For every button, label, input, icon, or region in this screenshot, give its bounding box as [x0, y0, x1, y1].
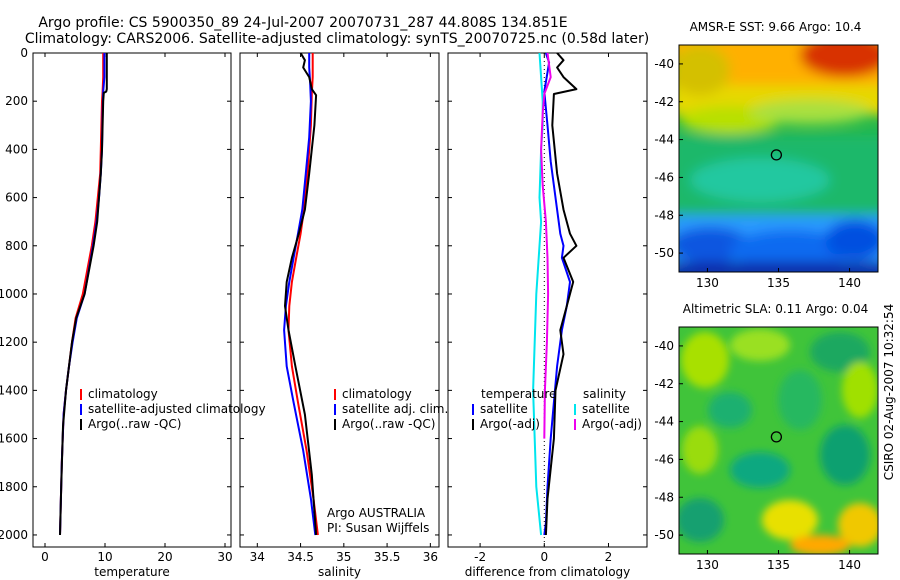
temperature-xtick-label: 20 — [157, 550, 172, 564]
sla_map-ytick-label: -46 — [654, 452, 674, 466]
salinity-annotation-line: Argo AUSTRALIA — [327, 506, 426, 520]
sst_map-ytick-label: -42 — [654, 95, 674, 109]
sst_map-title: AMSR-E SST: 9.66 Argo: 10.4 — [690, 20, 862, 34]
difference-xtick-label: 0 — [540, 550, 548, 564]
difference-legend-entry: satellite — [582, 402, 630, 416]
salinity-legend-entry: climatology — [342, 387, 412, 401]
temperature-series-argo-raw-qc- — [59, 53, 108, 536]
sst_map-argo-marker — [770, 149, 783, 161]
figure-title-line2: Climatology: CARS2006. Satellite-adjuste… — [25, 31, 649, 47]
sst_map-ytick-label: -46 — [654, 170, 674, 184]
temperature-xtick-label: 0 — [41, 550, 49, 564]
temperature-xlabel: temperature — [94, 565, 169, 579]
salinity-xlabel: salinity — [318, 565, 361, 579]
temperature-ytick-label: 2000 — [0, 528, 28, 542]
sst_map-ytick-label: -50 — [654, 246, 674, 260]
sla_map-xtick-label: 130 — [696, 558, 719, 572]
sla_map-ytick-label: -48 — [654, 490, 674, 504]
temperature-series-climatology — [59, 53, 105, 536]
salinity-axes-frame — [239, 52, 440, 548]
sla_map-xtick-label: 135 — [767, 558, 790, 572]
difference-series-salinity-argo-adj- — [540, 52, 552, 439]
sla_map-ytick-label: -44 — [654, 415, 674, 429]
difference-series-temperature-argo-adj- — [544, 52, 578, 536]
difference-legend-entry: satellite — [480, 402, 528, 416]
difference-xtick-label: 2 — [605, 550, 613, 564]
temperature-ytick-label: 0 — [20, 46, 28, 60]
sla_map-argo-marker — [770, 431, 783, 443]
salinity-series-satellite-adj-clim- — [283, 53, 317, 536]
sst_map-ytick-label: -40 — [654, 57, 674, 71]
difference-xtick-label: -2 — [474, 550, 486, 564]
sst_map-ytick-label: -48 — [654, 208, 674, 222]
temperature-ytick-label: 400 — [5, 142, 28, 156]
sst_map-xtick-label: 140 — [838, 276, 861, 290]
sla_map-xtick-label: 140 — [838, 558, 861, 572]
temperature-ytick-label: 600 — [5, 191, 28, 205]
sla_map-title: Altimetric SLA: 0.11 Argo: 0.04 — [683, 302, 868, 316]
sla-map-field — [679, 327, 878, 554]
temperature-ytick-label: 1200 — [0, 335, 28, 349]
temperature-ytick-label: 1400 — [0, 383, 28, 397]
difference-legend-entry: Argo(-adj) — [582, 417, 642, 431]
temperature-ytick-label: 1000 — [0, 287, 28, 301]
temperature-xtick-label: 30 — [217, 550, 232, 564]
temperature-axes-frame — [32, 52, 232, 548]
sst_map-ytick-label: -44 — [654, 133, 674, 147]
salinity-xtick-label: 35 — [336, 550, 351, 564]
sla_map-ytick-label: -40 — [654, 339, 674, 353]
temperature-legend-entry: Argo(..raw -QC) — [88, 417, 181, 431]
temperature-xtick-label: 10 — [97, 550, 112, 564]
sst_map-xtick-label: 130 — [696, 276, 719, 290]
difference-legend-entry: Argo(-adj) — [480, 417, 540, 431]
sst-map-field — [679, 45, 878, 272]
difference-legend-heading: temperature — [481, 387, 556, 401]
salinity-xtick-label: 35.5 — [374, 550, 401, 564]
difference-legend-heading: salinity — [583, 387, 626, 401]
temperature-legend-entry: satellite-adjusted climatology — [88, 402, 266, 416]
salinity-xtick-label: 34.5 — [287, 550, 314, 564]
difference-xlabel: difference from climatology — [465, 565, 631, 579]
salinity-annotation-line: PI: Susan Wijffels — [327, 521, 429, 535]
temperature-ytick-label: 200 — [5, 94, 28, 108]
temperature-ytick-label: 1800 — [0, 480, 28, 494]
temperature-ytick-label: 800 — [5, 239, 28, 253]
salinity-legend-entry: Argo(..raw -QC) — [342, 417, 435, 431]
timestamp-label: CSIRO 02-Aug-2007 10:32:54 — [882, 304, 896, 480]
salinity-series-argo-raw-qc- — [284, 52, 318, 536]
salinity-xtick-label: 36 — [423, 550, 438, 564]
sst_map-xtick-label: 135 — [767, 276, 790, 290]
temperature-legend-entry: climatology — [88, 387, 158, 401]
figure-title-line1: Argo profile: CS 5900350_89 24-Jul-2007 … — [38, 15, 567, 31]
sla_map-ytick-label: -50 — [654, 528, 674, 542]
salinity-legend-entry: satellite adj. clim. — [342, 402, 448, 416]
salinity-xtick-label: 34 — [250, 550, 265, 564]
temperature-ytick-label: 1600 — [0, 432, 28, 446]
sla_map-ytick-label: -42 — [654, 377, 674, 391]
